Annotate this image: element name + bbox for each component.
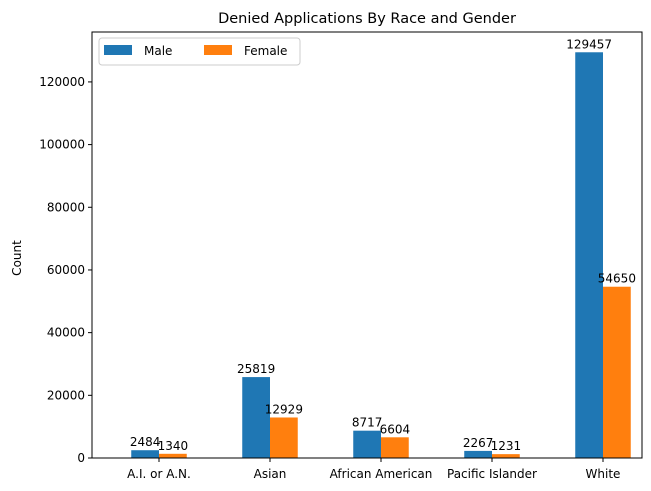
x-tick-label-0: A.I. or A.N. (127, 467, 191, 481)
y-tick-label-5: 100000 (39, 138, 85, 152)
bar-label-male-0: 2484 (130, 435, 161, 449)
x-tick-label-2: African American (330, 467, 433, 481)
plot-frame (91, 31, 643, 459)
bar-male-2 (353, 430, 381, 458)
x-tick-label-1: Asian (254, 467, 287, 481)
bar-female-2 (381, 437, 409, 458)
chart-title: Denied Applications By Race and Gender (218, 11, 516, 27)
bar-male-1 (242, 377, 270, 458)
x-axis-ticks: A.I. or A.N. Asian African American Pacific… (127, 458, 620, 481)
bar-male-3 (464, 450, 492, 458)
bar-labels-group: 2484 25819 8717 2267 129457 1340 12929 6604 1231… (130, 37, 636, 453)
bar-label-female-4: 54650 (598, 272, 636, 286)
bar-label-male-1: 25819 (237, 362, 275, 376)
bar-label-female-2: 6604 (380, 422, 411, 436)
y-axis-ticks: 0 20000 40000 60000 80000 100000 120000 (39, 75, 92, 465)
bar-female-0 (159, 453, 187, 458)
bar-label-male-3: 2267 (463, 436, 494, 450)
bar-female-3 (492, 454, 520, 458)
legend-label-male: Male (144, 44, 172, 58)
legend-swatch-male (104, 45, 132, 55)
x-tick-label-4: White (586, 467, 621, 481)
y-tick-label-3: 60000 (47, 263, 85, 277)
bar-male-0 (131, 450, 159, 458)
bar-female-4 (603, 286, 631, 458)
y-tick-label-1: 20000 (47, 388, 85, 402)
y-axis-label: Count (10, 240, 24, 276)
bar-label-male-4: 129457 (566, 37, 612, 51)
bar-label-female-1: 12929 (265, 402, 303, 416)
bars-group (131, 52, 631, 458)
y-tick-label-2: 40000 (47, 326, 85, 340)
legend-label-female: Female (244, 44, 287, 58)
y-tick-label-0: 0 (77, 451, 85, 465)
legend: Male Female (98, 37, 301, 66)
y-tick-label-6: 120000 (39, 75, 85, 89)
bar-label-male-2: 8717 (352, 416, 383, 430)
bar-label-female-0: 1340 (158, 439, 189, 453)
bar-label-female-3: 1231 (491, 439, 522, 453)
bar-female-1 (270, 417, 298, 458)
bar-male-4 (575, 52, 603, 458)
legend-swatch-female (204, 45, 232, 55)
legend-box (98, 37, 301, 66)
y-tick-label-4: 80000 (47, 200, 85, 214)
x-tick-label-3: Pacific Islander (447, 467, 537, 481)
